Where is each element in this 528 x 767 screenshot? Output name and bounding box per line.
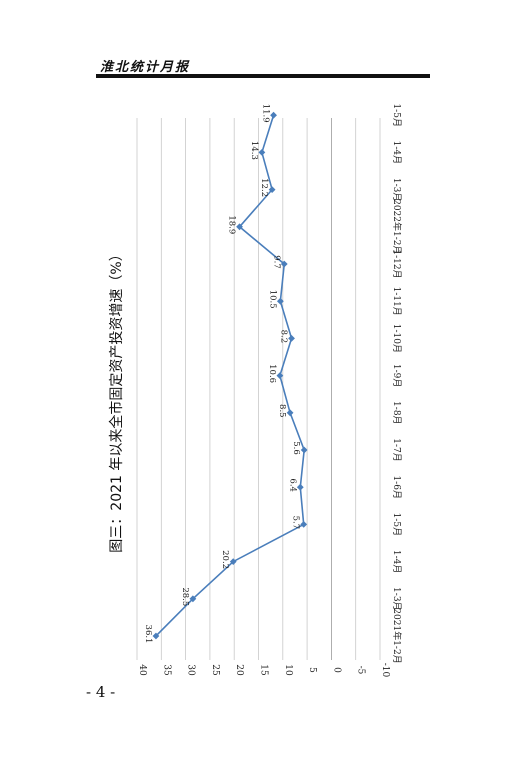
y-tick-label: 0 xyxy=(331,667,341,673)
y-tick-label: 35 xyxy=(161,664,171,676)
data-point xyxy=(268,186,276,193)
x-tick-labels: 2021年1-2月1-3月1-4月1-5月1-6月1-7月1-8月1-9月1-1… xyxy=(391,103,403,663)
x-tick-label: 2021年1-2月 xyxy=(391,608,403,663)
data-label: 18.9 xyxy=(227,215,237,234)
data-label: 14.3 xyxy=(249,141,259,160)
data-point xyxy=(258,149,266,156)
gridlines xyxy=(136,118,381,660)
x-tick-label: 1-11月 xyxy=(391,287,402,316)
y-tick-label: 30 xyxy=(186,664,196,676)
page-number: - 4 - xyxy=(86,683,116,701)
data-label: 11.9 xyxy=(261,104,271,123)
x-tick-label: 1-12月 xyxy=(391,249,402,278)
y-tick-label: 10 xyxy=(283,664,293,676)
header-title: 淮北统计月报 xyxy=(100,60,191,75)
x-tick-label: 1-5月 xyxy=(391,513,402,537)
data-point xyxy=(286,409,294,417)
x-tick-label: 1-4月 xyxy=(391,550,402,574)
x-tick-label: 1-10月 xyxy=(391,324,402,353)
y-tick-label: 25 xyxy=(210,664,220,676)
data-label: 5.6 xyxy=(291,441,301,455)
x-tick-label: 1-3月 xyxy=(391,178,402,202)
y-tick-label: 15 xyxy=(259,664,269,676)
header-rule xyxy=(96,74,430,78)
y-tick-label: 40 xyxy=(137,664,147,676)
y-tick-label: 5 xyxy=(307,667,317,673)
x-tick-label: 1-9月 xyxy=(391,364,402,388)
data-label: 20.2 xyxy=(220,550,230,569)
x-tick-label: 2022年1-2月 xyxy=(391,199,403,254)
x-tick-label: 1-3月 xyxy=(391,587,402,611)
data-label: 28.5 xyxy=(180,587,190,606)
data-label: 8.2 xyxy=(279,330,289,344)
x-tick-label: 1-8月 xyxy=(391,401,402,425)
series-markers xyxy=(152,111,308,640)
data-label: 8.5 xyxy=(277,404,287,418)
x-tick-label: 1-6月 xyxy=(391,475,402,499)
data-point xyxy=(236,223,243,231)
y-tick-label: -5 xyxy=(356,666,366,675)
chart-title: 图三：2021 年以来全市固定资产投资增速（%） xyxy=(108,247,125,552)
x-tick-label: 1-7月 xyxy=(391,438,402,462)
data-point xyxy=(300,446,308,454)
data-point xyxy=(276,372,284,379)
data-point xyxy=(288,335,295,342)
y-tick-label: 20 xyxy=(234,664,244,676)
data-label: 36.1 xyxy=(143,625,153,644)
data-point xyxy=(229,558,237,565)
data-labels: 36.1 28.5 20.2 5.7 6.4 5.6 8.5 10.6 8.2 10.5 9.7 18… xyxy=(143,104,301,644)
data-point xyxy=(270,111,277,119)
x-tick-label: 1-4月 xyxy=(391,141,402,165)
data-point xyxy=(280,260,288,268)
data-label: 10.5 xyxy=(267,290,277,309)
x-tick-label: 1-5月 xyxy=(391,103,402,127)
y-tick-label: -10 xyxy=(380,663,390,678)
y-tick-labels: 40 35 30 25 20 15 10 5 0 -5 -10 xyxy=(137,663,390,678)
data-label: 10.6 xyxy=(267,364,277,383)
data-label: 5.7 xyxy=(291,516,301,530)
data-label: 9.7 xyxy=(271,255,281,269)
data-label: 12.2 xyxy=(259,178,269,197)
data-label: 6.4 xyxy=(287,478,297,492)
data-point xyxy=(189,595,197,603)
data-point xyxy=(300,521,308,528)
